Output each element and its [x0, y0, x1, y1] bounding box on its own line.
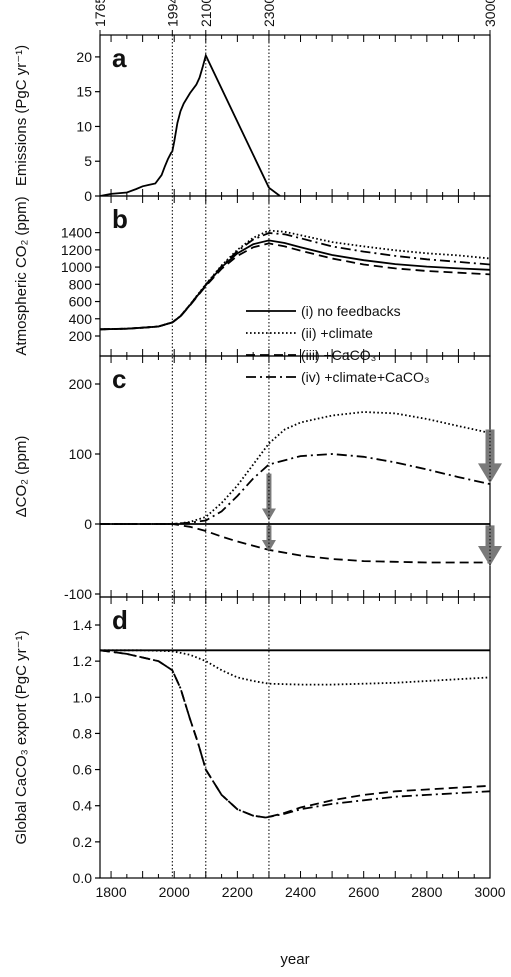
y-axis-label: Atmospheric CO₂ (ppm)	[13, 196, 30, 355]
y-tick-label: 20	[76, 49, 92, 65]
marker-label: 1765	[92, 0, 108, 27]
y-tick-label: -100	[64, 586, 92, 602]
x-axis: 1800 2000 2200 2400 2600 2800 3000 year	[95, 884, 505, 968]
y-tick-label: 200	[69, 376, 93, 392]
y-tick-label: 0.4	[73, 798, 93, 814]
series-line-dashed	[100, 523, 490, 564]
y-tick-label: 1.0	[73, 689, 93, 705]
y-tick-label: 1400	[61, 225, 92, 241]
panel-c-frame	[99, 355, 491, 598]
y-tick-label: 200	[69, 328, 93, 344]
y-tick-label: 1200	[61, 242, 92, 258]
y-tick-label: 1.2	[73, 653, 93, 669]
legend-label: (i) no feedbacks	[301, 303, 401, 319]
y-axis-label: ΔCO₂ (ppm)	[13, 436, 30, 518]
marker-label: 2100	[198, 0, 214, 27]
series-line-dotted	[100, 411, 490, 525]
y-axis-label: Global CaCO₃ export (PgC yr⁻¹)	[13, 630, 30, 844]
legend-label: (iii) +CaCO₃	[301, 347, 376, 363]
panel-d: 0.0 0.2 0.4 0.6 0.8 1.0 1.2 1.4 d Global CaCO₃ ex…	[13, 596, 491, 886]
legend-label: (iv) +climate+CaCO₃	[301, 369, 430, 385]
series-line-dotted	[100, 649, 490, 686]
x-tick-label: 2600	[348, 884, 379, 900]
y-tick-label: 0.8	[73, 725, 93, 741]
y-tick-label: 400	[69, 311, 93, 327]
series-line-dash-dot	[100, 232, 490, 331]
y-tick-label: 1.4	[73, 617, 93, 633]
marker-label: 1994	[164, 0, 180, 27]
panel-a: 0 5 10 15 20 a Emissions (PgC yr⁻¹)	[13, 34, 491, 204]
y-axis-label: Emissions (PgC yr⁻¹)	[13, 45, 30, 186]
series-line-solid	[100, 52, 281, 196]
y-tick-label: 10	[76, 118, 92, 134]
panel-c: -100 0 100 200 c ΔCO₂ (ppm)	[13, 355, 502, 602]
marker-label: 3000	[482, 0, 498, 27]
x-tick-label: 2800	[411, 884, 442, 900]
y-tick-label: 1000	[61, 259, 92, 275]
y-tick-label: 0	[84, 516, 92, 532]
panel-label: d	[112, 605, 128, 635]
marker-label: 2300	[261, 0, 277, 27]
y-tick-label: 15	[76, 84, 92, 100]
panel-d-frame	[99, 596, 491, 879]
series-line-dash-dot	[100, 453, 490, 525]
series-line-dash-dot	[100, 649, 490, 819]
panel-label: a	[112, 43, 127, 73]
legend-label: (ii) +climate	[301, 325, 373, 341]
arrow-marker	[478, 525, 502, 566]
x-tick-label: 3000	[474, 884, 505, 900]
year-markers: 1765 1994 2100 2300 3000	[92, 0, 498, 878]
y-tick-label: 0.2	[73, 834, 93, 850]
x-tick-label: 2400	[285, 884, 316, 900]
panel-a-frame	[99, 34, 491, 197]
y-tick-label: 0	[84, 188, 92, 204]
panel-b-frame	[99, 195, 491, 357]
y-tick-label: 100	[69, 446, 93, 462]
x-axis-label: year	[280, 951, 309, 968]
arrow-marker	[261, 525, 276, 552]
panel-label: c	[112, 364, 126, 394]
x-tick-label: 2200	[222, 884, 253, 900]
x-tick-label: 1800	[95, 884, 126, 900]
y-tick-label: 0.0	[73, 870, 93, 886]
y-tick-label: 5	[84, 153, 92, 169]
y-tick-label: 600	[69, 294, 93, 310]
series-line-dashed	[100, 242, 490, 331]
series-line-dashed	[100, 649, 490, 819]
y-tick-label: 800	[69, 276, 93, 292]
panel-label: b	[112, 204, 128, 234]
x-tick-label: 2000	[159, 884, 190, 900]
y-tick-label: 0.6	[73, 762, 93, 778]
